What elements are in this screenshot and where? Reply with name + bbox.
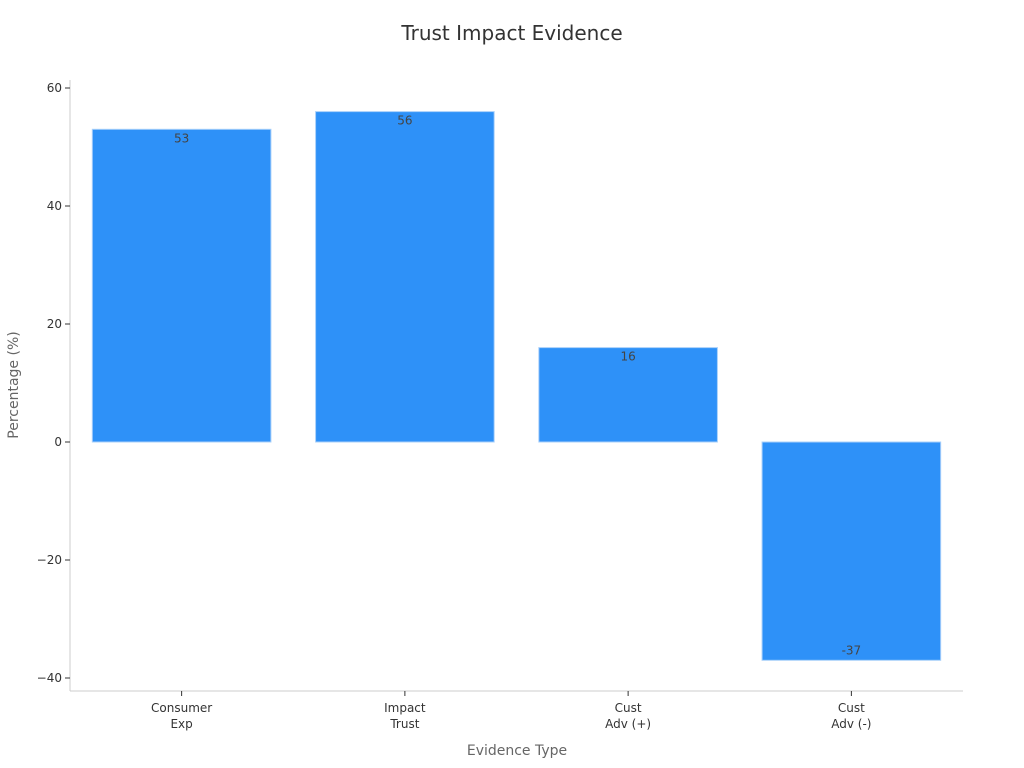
- bar-value-label: 16: [620, 350, 635, 364]
- x-axis-title: Evidence Type: [467, 743, 567, 759]
- x-tick-label: Adv (+): [605, 717, 651, 731]
- x-tick-label: Impact: [384, 701, 426, 715]
- x-axis-ticks: Consumer Exp Impact Trust Cust Adv (+) Cust Adv…: [151, 691, 871, 731]
- bar: [315, 111, 495, 443]
- bars-group: [91, 111, 942, 661]
- y-tick-label: −20: [37, 553, 62, 567]
- bar: [761, 441, 942, 661]
- x-tick-label: Exp: [170, 717, 192, 731]
- y-tick-label: 60: [47, 81, 62, 95]
- bar-value-label: 56: [397, 114, 412, 128]
- y-tick-label: 0: [54, 435, 62, 449]
- x-tick-label: Trust: [389, 717, 419, 731]
- x-tick-label: Consumer: [151, 701, 212, 715]
- x-tick-label: Cust: [838, 701, 865, 715]
- value-labels-group: 53 56 16 -37: [174, 114, 861, 658]
- x-tick-label: Cust: [615, 701, 642, 715]
- x-tick-label: Adv (-): [831, 717, 871, 731]
- bar-value-label: 53: [174, 131, 189, 145]
- y-axis-title: Percentage (%): [6, 331, 22, 438]
- bar-value-label: -37: [842, 643, 862, 657]
- y-axis-ticks: −40 −20 0 20 40 60: [37, 81, 70, 685]
- y-tick-label: 20: [47, 317, 62, 331]
- bar: [538, 347, 718, 443]
- y-tick-label: −40: [37, 671, 62, 685]
- chart-title: Trust Impact Evidence: [400, 21, 622, 45]
- y-tick-label: 40: [47, 199, 62, 213]
- bar: [91, 128, 272, 443]
